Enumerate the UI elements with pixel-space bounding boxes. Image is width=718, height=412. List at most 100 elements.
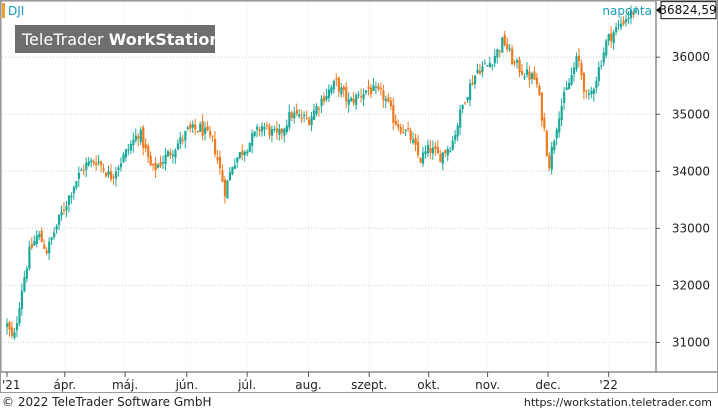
candle	[263, 122, 266, 137]
candle	[478, 63, 482, 76]
candle	[228, 167, 232, 181]
candle	[283, 127, 286, 143]
candle	[419, 157, 422, 164]
candle	[627, 11, 630, 24]
candle	[481, 61, 484, 78]
candle	[449, 146, 452, 153]
x-axis-ticks: '21 ápr. máj. jún. júl. aug. szept. okt. nov. dec…	[2, 372, 618, 392]
candle	[142, 124, 145, 156]
candle	[216, 149, 219, 164]
candle	[345, 81, 348, 109]
candle	[77, 166, 81, 187]
x-tick-label: dec.	[535, 378, 560, 392]
candle	[157, 163, 160, 169]
candle	[622, 16, 625, 26]
candle	[105, 171, 108, 178]
candle	[35, 229, 38, 248]
candle	[132, 132, 135, 153]
candle	[117, 165, 120, 177]
candle	[15, 316, 19, 338]
candle	[496, 48, 499, 64]
candle	[48, 237, 51, 261]
candle	[124, 148, 128, 162]
candle	[213, 131, 217, 158]
candle	[218, 150, 222, 175]
candle	[6, 318, 9, 335]
candle	[231, 166, 234, 176]
candle	[278, 123, 281, 141]
candle	[580, 59, 583, 81]
candle	[33, 235, 36, 247]
candle	[471, 75, 474, 86]
candle	[95, 155, 98, 171]
candle	[535, 73, 539, 88]
candle	[100, 160, 103, 173]
y-axis-ticks: 31000 32000 33000 34000 35000 36000	[656, 50, 710, 349]
candle	[548, 152, 551, 171]
candle	[20, 283, 24, 316]
candle	[377, 83, 380, 92]
candle	[585, 90, 588, 99]
candle	[186, 125, 189, 131]
candle	[486, 65, 489, 67]
y-tick-label: 32000	[672, 278, 710, 292]
candle	[154, 157, 157, 178]
candle	[25, 265, 29, 283]
candle	[265, 121, 269, 130]
candle	[620, 16, 623, 31]
candle	[402, 124, 405, 134]
candle	[434, 141, 437, 157]
last-value-label: 36824,59	[659, 3, 716, 17]
candle	[392, 97, 395, 131]
candle	[516, 57, 519, 69]
candle	[357, 90, 360, 99]
candle	[488, 56, 491, 68]
candle	[53, 227, 56, 240]
candle	[476, 63, 479, 75]
candle	[540, 91, 543, 127]
candle	[258, 126, 261, 137]
candle	[288, 104, 291, 131]
candle	[243, 150, 246, 162]
candle	[520, 64, 524, 77]
candle	[169, 148, 172, 159]
candle	[352, 91, 355, 106]
candle	[350, 96, 353, 103]
candle	[441, 151, 444, 171]
candle	[545, 129, 548, 158]
candle	[555, 127, 558, 146]
y-tick-label: 34000	[672, 164, 710, 178]
candle	[300, 109, 303, 123]
candle	[85, 157, 88, 178]
candle	[399, 123, 402, 136]
candle	[45, 247, 48, 255]
candle	[340, 82, 343, 98]
candle	[310, 111, 313, 132]
candle	[407, 121, 410, 133]
candle	[444, 149, 447, 158]
candle	[8, 320, 11, 337]
candle	[595, 76, 598, 94]
candle	[137, 132, 140, 147]
candle	[374, 81, 378, 95]
candle	[308, 116, 311, 126]
candle	[270, 125, 274, 143]
candle	[362, 88, 365, 106]
candle	[426, 139, 430, 158]
candle	[565, 81, 568, 91]
candlestick-series	[6, 5, 638, 340]
candle	[209, 125, 212, 140]
candle	[570, 67, 573, 86]
candle	[607, 33, 610, 46]
candle	[518, 56, 521, 78]
candle	[275, 121, 279, 141]
footer-url-link[interactable]: https://workstation.teletrader.com	[523, 396, 712, 409]
candle	[129, 140, 132, 154]
candle	[112, 173, 115, 185]
candle	[82, 164, 85, 176]
last-value-badge: 36824,59	[656, 1, 717, 20]
copyright-text: © 2022 TeleTrader Software GmbH	[2, 395, 212, 409]
candle	[184, 130, 187, 149]
candle	[67, 194, 71, 213]
candle	[461, 104, 464, 114]
